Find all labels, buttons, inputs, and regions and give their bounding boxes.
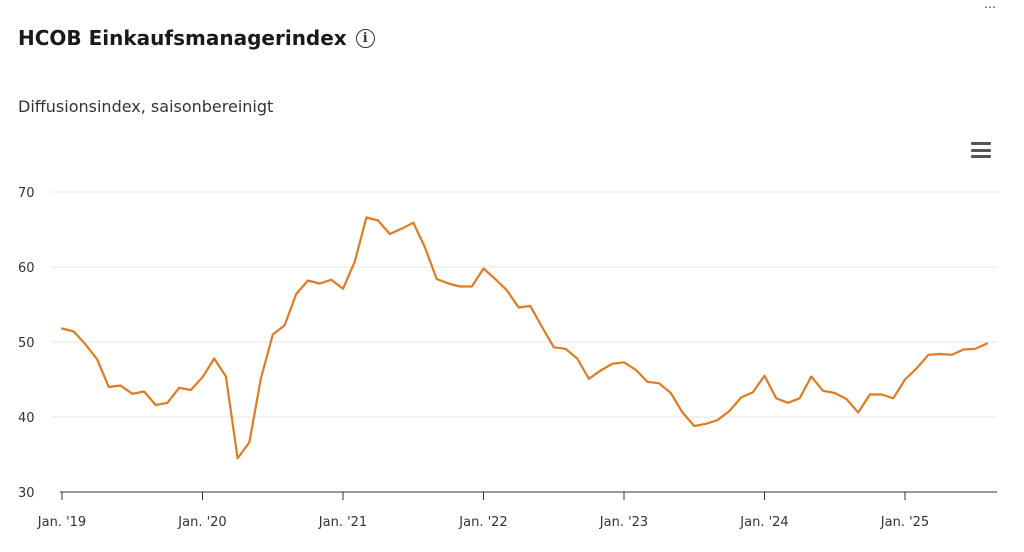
series-line-0 — [60, 216, 989, 460]
x-tick-label: Jan. '19 — [37, 515, 86, 530]
series-group — [60, 216, 989, 460]
y-tick-label: 50 — [18, 336, 35, 351]
y-tick-label: 60 — [18, 261, 35, 276]
top-toolbar-fragment: ⋯ — [984, 0, 996, 14]
y-tick-label: 70 — [18, 186, 35, 201]
x-tick-label: Jan. '25 — [880, 515, 929, 530]
hamburger-menu-icon[interactable] — [971, 142, 991, 158]
chart-header: HCOB Einkaufsmanagerindex i — [18, 26, 375, 50]
x-tick-label: Jan. '23 — [599, 515, 648, 530]
chart-title: HCOB Einkaufsmanagerindex — [18, 26, 347, 50]
x-tick-label: Jan. '22 — [458, 515, 507, 530]
x-tick-label: Jan. '24 — [739, 515, 788, 530]
x-tick-label: Jan. '20 — [177, 515, 226, 530]
grid-lines — [52, 191, 997, 418]
y-tick-label: 30 — [18, 486, 35, 501]
chart-subtitle: Diffusionsindex, saisonbereinigt — [18, 97, 274, 116]
x-tick-label: Jan. '21 — [318, 515, 367, 530]
x-axis: Jan. '19 Jan. '20 Jan. '21 Jan. '22 Jan. '23… — [37, 491, 997, 530]
info-icon[interactable]: i — [355, 28, 375, 48]
y-tick-label: 40 — [18, 411, 35, 426]
y-axis: 30 40 50 60 70 — [18, 186, 35, 501]
